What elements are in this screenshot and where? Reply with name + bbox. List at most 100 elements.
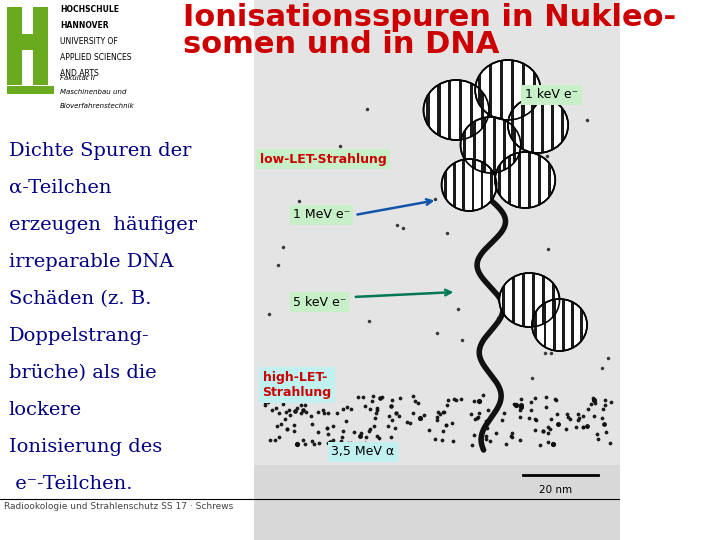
- Point: [485, 437, 496, 446]
- Point: [277, 400, 289, 408]
- Bar: [510, 97, 513, 153]
- Point: [516, 403, 527, 411]
- Point: [581, 421, 593, 430]
- Point: [605, 438, 616, 447]
- Point: [529, 415, 541, 424]
- Point: [418, 410, 429, 419]
- Point: [408, 408, 419, 417]
- Point: [440, 420, 451, 429]
- Point: [529, 426, 541, 435]
- Point: [441, 229, 453, 238]
- Point: [570, 423, 582, 431]
- Point: [338, 427, 349, 435]
- Point: [279, 415, 291, 423]
- Point: [545, 349, 557, 357]
- Point: [542, 245, 554, 254]
- Point: [397, 224, 409, 233]
- Point: [275, 420, 287, 428]
- Point: [593, 435, 604, 444]
- Bar: [489, 60, 492, 120]
- Point: [283, 406, 294, 415]
- Bar: [462, 159, 465, 211]
- Point: [592, 429, 603, 438]
- Point: [431, 329, 443, 338]
- Point: [404, 418, 415, 427]
- Point: [289, 407, 301, 415]
- Bar: [481, 80, 484, 140]
- Text: AND ARTS: AND ARTS: [60, 69, 99, 78]
- Point: [542, 423, 554, 431]
- Bar: [7, 34, 48, 50]
- Point: [471, 413, 482, 422]
- Text: α-Teilchen: α-Teilchen: [9, 179, 111, 197]
- Point: [431, 416, 443, 424]
- Point: [434, 410, 446, 418]
- Point: [412, 398, 423, 407]
- Point: [263, 398, 274, 407]
- Text: 20 nm: 20 nm: [539, 485, 572, 495]
- Point: [273, 408, 284, 417]
- Point: [526, 397, 537, 406]
- Point: [409, 396, 420, 405]
- Text: HANNOVER: HANNOVER: [60, 21, 109, 30]
- Point: [272, 260, 284, 269]
- Point: [371, 406, 382, 415]
- Point: [552, 410, 563, 418]
- Point: [436, 436, 448, 444]
- Point: [356, 440, 367, 449]
- Point: [372, 432, 383, 441]
- Point: [541, 438, 553, 447]
- Bar: [562, 299, 564, 351]
- Point: [394, 394, 405, 402]
- Point: [280, 408, 292, 417]
- Point: [390, 409, 402, 417]
- Point: [307, 419, 318, 428]
- Point: [514, 406, 526, 415]
- Point: [364, 404, 376, 413]
- Bar: [518, 152, 521, 208]
- Bar: [503, 117, 506, 173]
- Text: low-LET-Strahlung: low-LET-Strahlung: [260, 152, 387, 165]
- Bar: [481, 159, 483, 211]
- Point: [268, 396, 279, 405]
- Point: [321, 424, 333, 433]
- Bar: [561, 97, 564, 153]
- Point: [386, 396, 397, 404]
- Point: [322, 409, 333, 418]
- Text: HOCHSCHULE: HOCHSCHULE: [60, 5, 120, 14]
- Point: [366, 397, 378, 406]
- Point: [305, 412, 317, 421]
- Point: [541, 402, 552, 411]
- Bar: [463, 117, 466, 173]
- Bar: [522, 273, 525, 327]
- Text: Ionisierung des: Ionisierung des: [9, 438, 162, 456]
- Point: [308, 440, 320, 449]
- Point: [415, 414, 426, 422]
- Point: [469, 414, 480, 423]
- Point: [473, 409, 485, 417]
- Point: [374, 434, 385, 442]
- Point: [496, 415, 508, 424]
- Bar: [453, 159, 456, 211]
- Point: [506, 432, 518, 441]
- Point: [516, 400, 527, 409]
- Text: Radiookologie und Strahlenschutz SS 17 · Schrews: Radiookologie und Strahlenschutz SS 17 ·…: [4, 502, 233, 511]
- Ellipse shape: [475, 60, 541, 120]
- Point: [432, 408, 444, 416]
- Point: [326, 440, 338, 448]
- Bar: [553, 299, 556, 351]
- Point: [472, 413, 483, 422]
- Point: [359, 402, 371, 410]
- Point: [447, 436, 459, 445]
- Point: [531, 416, 542, 424]
- Point: [548, 440, 559, 448]
- Point: [482, 424, 493, 433]
- Point: [562, 413, 574, 422]
- Point: [359, 439, 371, 448]
- Bar: [528, 152, 531, 208]
- Point: [438, 408, 449, 416]
- Point: [264, 310, 275, 319]
- Point: [370, 409, 382, 417]
- Text: UNIVERSITY OF: UNIVERSITY OF: [60, 37, 118, 46]
- Point: [364, 316, 375, 325]
